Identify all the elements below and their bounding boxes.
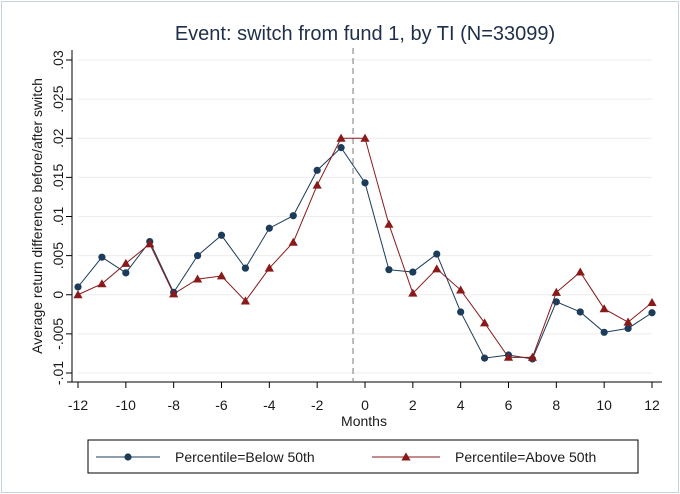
data-point: [265, 224, 273, 232]
x-tick-label: -6: [215, 397, 228, 413]
x-tick-label: -12: [68, 397, 88, 413]
y-tick-label: 0: [50, 291, 66, 299]
data-point: [433, 250, 441, 258]
data-point: [216, 271, 227, 280]
data-point: [124, 453, 132, 461]
data-point: [624, 324, 632, 332]
chart-title: Event: switch from fund 1, by TI (N=3309…: [175, 23, 555, 45]
legend-box: [87, 439, 639, 474]
x-tick-label: -8: [167, 397, 180, 413]
data-point: [121, 258, 131, 267]
data-point: [527, 352, 538, 361]
data-point: [623, 317, 633, 326]
data-point: [240, 296, 251, 305]
x-tick-label: -10: [116, 397, 136, 413]
data-point: [97, 279, 107, 288]
x-tick-label: 4: [457, 397, 465, 413]
plot-area: -.01 -.005 0 .005 .01 .015 .02 .025 .03 -12 -10 -8 -…: [50, 48, 662, 413]
data-point: [401, 452, 411, 461]
data-point: [312, 180, 322, 189]
y-tick-label: -.01: [50, 361, 66, 385]
y-tick-label: .01: [50, 207, 66, 227]
data-point: [551, 287, 561, 296]
data-point: [288, 237, 298, 246]
data-point: [241, 264, 250, 272]
series-line: [77, 137, 653, 358]
x-tick-label: 0: [361, 397, 369, 413]
data-point: [217, 231, 226, 239]
y-tick-label: -.005: [50, 318, 66, 350]
y-tick-label: .025: [50, 85, 66, 112]
data-point: [98, 253, 106, 261]
data-point: [480, 354, 489, 362]
data-point: [361, 179, 369, 187]
y-tick-label: .03: [50, 50, 66, 70]
y-axis-title: Average return difference before/after s…: [29, 78, 45, 354]
data-point: [145, 239, 155, 248]
x-tick-label: 12: [644, 397, 660, 413]
data-point: [647, 297, 657, 307]
y-tick-label: .015: [50, 164, 66, 191]
x-tick-label: 8: [552, 397, 560, 413]
x-tick-label: -4: [263, 397, 276, 413]
data-point: [360, 133, 370, 142]
data-point: [192, 274, 203, 283]
data-point: [600, 328, 608, 336]
legend: Percentile=Below 50th Percentile=Above 50…: [87, 439, 639, 474]
x-tick-label: 6: [505, 397, 513, 413]
data-point: [409, 268, 417, 276]
data-point: [289, 212, 297, 220]
data-point: [336, 133, 346, 142]
data-point: [313, 166, 321, 174]
x-tick-label: 2: [409, 397, 417, 413]
legend-label: Percentile=Below 50th: [175, 449, 315, 465]
data-point: [408, 288, 418, 297]
data-point: [503, 352, 514, 361]
data-point: [384, 219, 394, 228]
data-point: [457, 308, 465, 316]
data-point: [576, 308, 584, 316]
data-point: [73, 290, 83, 299]
data-point: [456, 285, 466, 294]
x-axis-title: Months: [341, 413, 387, 429]
data-point: [432, 264, 442, 273]
data-point: [479, 318, 490, 327]
data-point: [169, 289, 179, 298]
legend-label: Percentile=Above 50th: [455, 449, 596, 465]
data-point: [648, 309, 656, 317]
x-tick-label: 10: [596, 397, 612, 413]
y-tick-label: .02: [50, 128, 66, 148]
y-tick-label: .005: [50, 242, 66, 269]
data-point: [552, 298, 560, 306]
data-point: [599, 304, 609, 313]
x-tick-label: -2: [311, 397, 324, 413]
data-point: [122, 269, 130, 277]
data-point: [575, 267, 585, 276]
data-point: [74, 283, 82, 291]
data-point: [193, 252, 202, 260]
data-point: [337, 144, 345, 152]
data-point: [264, 263, 274, 272]
data-point: [385, 266, 393, 274]
